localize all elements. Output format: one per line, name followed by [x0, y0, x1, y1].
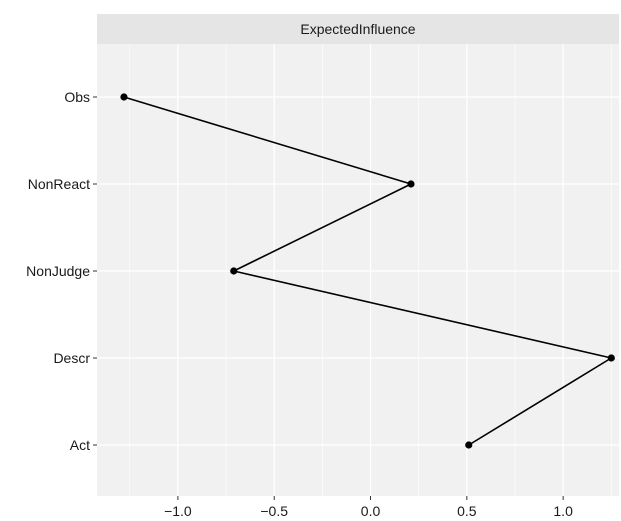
- facet-label: ExpectedInfluence: [300, 21, 415, 37]
- y-tick-label: Act: [70, 437, 90, 453]
- data-point: [407, 180, 415, 188]
- y-tick-label: Descr: [53, 350, 90, 366]
- x-tick-label: 1.0: [553, 503, 573, 519]
- series-expected-influence: [120, 93, 615, 449]
- data-point: [120, 93, 128, 101]
- grid-minor: [129, 44, 612, 496]
- y-axis: Obs NonReact NonJudge Descr Act: [26, 89, 97, 453]
- facet-strip: [97, 14, 619, 44]
- data-point: [465, 441, 473, 449]
- x-tick-label: 0.5: [457, 503, 477, 519]
- x-tick-label: 0.0: [361, 503, 381, 519]
- x-tick-label: −0.5: [260, 503, 288, 519]
- plot-panel: [97, 44, 619, 496]
- x-axis: −1.0 −0.5 0.0 0.5 1.0: [164, 496, 573, 519]
- y-tick-label: NonReact: [28, 176, 90, 192]
- y-tick-label: Obs: [64, 89, 90, 105]
- data-point: [230, 267, 238, 275]
- y-tick-label: NonJudge: [26, 263, 90, 279]
- x-tick-label: −1.0: [164, 503, 192, 519]
- grid-major: [97, 44, 619, 496]
- data-point: [607, 354, 615, 362]
